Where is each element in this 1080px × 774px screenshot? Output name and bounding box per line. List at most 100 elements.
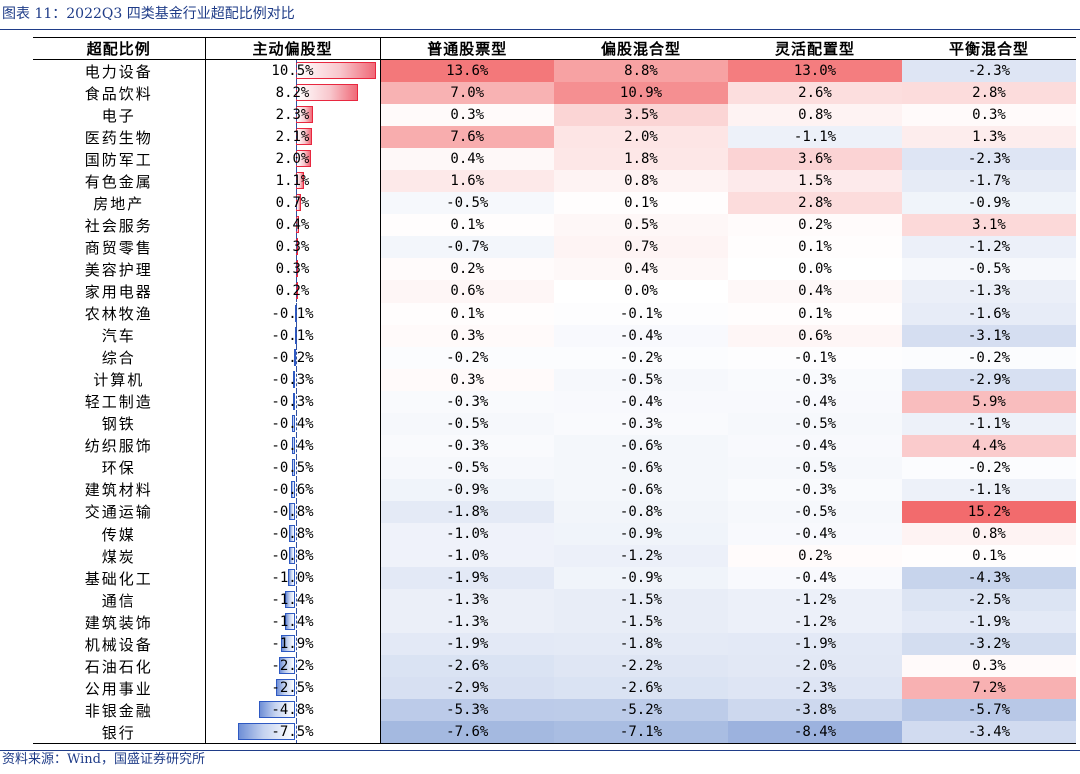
balanced-hybrid-value: -0.9%	[902, 192, 1076, 215]
balanced-hybrid-value: -1.6%	[902, 302, 1076, 325]
flexible-allocation-value: 13.0%	[728, 59, 902, 83]
active-equity-bar-cell: 10.5%	[204, 59, 381, 83]
table-row: 交通运输 -0.8% -1.8% -0.8% -0.5% 15.2%	[33, 500, 1076, 523]
active-equity-bar	[292, 436, 296, 454]
active-equity-value: -0.4%	[271, 415, 314, 432]
equity-hybrid-value: -0.4%	[554, 324, 728, 347]
active-equity-bar-cell: 0.7%	[204, 192, 381, 215]
active-equity-bar-cell: -0.2%	[204, 346, 381, 369]
active-equity-bar	[293, 370, 296, 388]
balanced-hybrid-value: -4.3%	[902, 567, 1076, 590]
ordinary-stock-value: -0.5%	[380, 192, 554, 215]
table-row: 传媒 -0.8% -1.0% -0.9% -0.4% 0.8%	[33, 522, 1076, 546]
active-equity-bar-cell: 2.3%	[204, 104, 381, 127]
table-row: 轻工制造 -0.3% -0.3% -0.4% -0.4% 5.9%	[33, 390, 1076, 413]
industry-label: 公用事业	[84, 679, 153, 698]
balanced-hybrid-value: -3.2%	[902, 633, 1076, 656]
active-equity-bar-cell: -0.8%	[204, 522, 381, 546]
equity-hybrid-value: -2.2%	[554, 655, 728, 678]
table-row: 房地产 0.7% -0.5% 0.1% 2.8% -0.9%	[33, 192, 1076, 215]
active-equity-value: -1.9%	[271, 636, 314, 653]
active-equity-bar-cell: -0.4%	[204, 434, 381, 457]
active-equity-bar-cell: -0.3%	[204, 390, 381, 413]
zero-axis-line	[295, 545, 297, 568]
table-row: 社会服务 0.4% 0.1% 0.5% 0.2% 3.1%	[33, 214, 1076, 237]
balanced-hybrid-value: -2.9%	[902, 368, 1076, 391]
equity-hybrid-value: -0.5%	[554, 368, 728, 391]
table-row: 医药生物 2.1% 7.6% 2.0% -1.1% 1.3%	[33, 126, 1076, 149]
equity-hybrid-value: -0.6%	[554, 478, 728, 501]
zero-axis-line	[295, 677, 297, 700]
zero-axis-line	[295, 126, 297, 149]
industry-label: 美容护理	[84, 260, 153, 279]
active-equity-value: 2.1%	[275, 129, 310, 146]
header-balanced-hybrid: 平衡混合型	[902, 37, 1076, 60]
flexible-allocation-value: 1.5%	[728, 170, 902, 193]
industry-label: 银行	[33, 721, 205, 745]
equity-hybrid-value: 10.9%	[554, 82, 728, 105]
active-equity-bar	[281, 635, 296, 653]
active-equity-bar-cell: -0.1%	[204, 302, 381, 325]
zero-axis-line	[295, 192, 297, 215]
active-equity-bar-cell: 8.2%	[204, 82, 381, 105]
active-equity-value: -1.4%	[271, 592, 314, 609]
industry-label: 建筑材料	[84, 481, 153, 500]
active-equity-value: -1.0%	[271, 570, 314, 587]
table-row: 银行 -7.5% -7.6% -7.1% -8.4% -3.4%	[33, 721, 1076, 745]
flexible-allocation-value: 0.1%	[728, 236, 902, 259]
flexible-allocation-value: -1.1%	[728, 126, 902, 149]
balanced-hybrid-value: -1.3%	[902, 280, 1076, 303]
active-equity-bar-cell: -7.5%	[204, 721, 381, 745]
ordinary-stock-value: -1.3%	[380, 611, 554, 634]
table-header-row: 超配比例 主动偏股型 普通股票型 偏股混合型 灵活配置型 平衡混合型	[33, 37, 1076, 60]
flexible-allocation-value: -0.4%	[728, 567, 902, 590]
ordinary-stock-value: 0.1%	[380, 214, 554, 237]
active-equity-value: -2.5%	[271, 680, 314, 697]
flexible-allocation-value: -2.0%	[728, 655, 902, 678]
balanced-hybrid-value: -2.3%	[902, 148, 1076, 171]
ordinary-stock-value: -0.7%	[380, 236, 554, 259]
ordinary-stock-value: -1.0%	[380, 522, 554, 546]
zero-axis-line	[295, 214, 297, 237]
active-equity-bar-cell: -0.1%	[204, 324, 381, 347]
ordinary-stock-value: 0.4%	[380, 148, 554, 171]
balanced-hybrid-value: 0.3%	[902, 104, 1076, 127]
flexible-allocation-value: 0.1%	[728, 302, 902, 325]
industry-label: 房地产	[93, 194, 145, 213]
active-equity-bar	[278, 657, 296, 675]
zero-axis-line	[295, 148, 297, 171]
active-equity-bar	[289, 525, 296, 542]
ordinary-stock-value: -1.8%	[380, 500, 554, 523]
balanced-hybrid-value: -1.9%	[902, 611, 1076, 634]
table-row: 综合 -0.2% -0.2% -0.2% -0.1% -0.2%	[33, 346, 1076, 369]
zero-axis-line	[295, 721, 297, 744]
active-equity-value: 10.5%	[271, 63, 314, 80]
active-equity-bar-cell: -2.5%	[204, 677, 381, 700]
balanced-hybrid-value: 0.1%	[902, 545, 1076, 568]
equity-hybrid-value: -7.1%	[554, 721, 728, 745]
equity-hybrid-value: -1.2%	[554, 545, 728, 568]
active-equity-value: -0.8%	[271, 503, 314, 520]
flexible-allocation-value: 0.6%	[728, 324, 902, 347]
active-equity-bar	[289, 502, 296, 520]
active-equity-value: -7.5%	[271, 724, 314, 741]
table-row: 电子 2.3% 0.3% 3.5% 0.8% 0.3%	[33, 104, 1076, 127]
zero-axis-line	[295, 302, 297, 325]
active-equity-bar	[293, 392, 296, 410]
flexible-allocation-value: -1.2%	[728, 589, 902, 612]
figure-caption: 图表 11：2022Q3 四类基金行业超配比例对比	[2, 6, 295, 22]
ordinary-stock-value: 1.6%	[380, 170, 554, 193]
flexible-allocation-value: -0.5%	[728, 456, 902, 479]
ordinary-stock-value: -7.6%	[380, 721, 554, 745]
ordinary-stock-value: 7.6%	[380, 126, 554, 149]
flexible-allocation-value: -8.4%	[728, 721, 902, 745]
ordinary-stock-value: -5.3%	[380, 699, 554, 722]
flexible-allocation-value: -1.9%	[728, 633, 902, 656]
industry-label: 医药生物	[84, 128, 153, 147]
balanced-hybrid-value: -3.4%	[902, 721, 1076, 745]
table-row: 家用电器 0.2% 0.6% 0.0% 0.4% -1.3%	[33, 280, 1076, 303]
balanced-hybrid-value: -5.7%	[902, 699, 1076, 722]
industry-label: 有色金属	[84, 172, 153, 191]
flexible-allocation-value: -0.4%	[728, 434, 902, 457]
table-row: 纺织服饰 -0.4% -0.3% -0.6% -0.4% 4.4%	[33, 434, 1076, 457]
